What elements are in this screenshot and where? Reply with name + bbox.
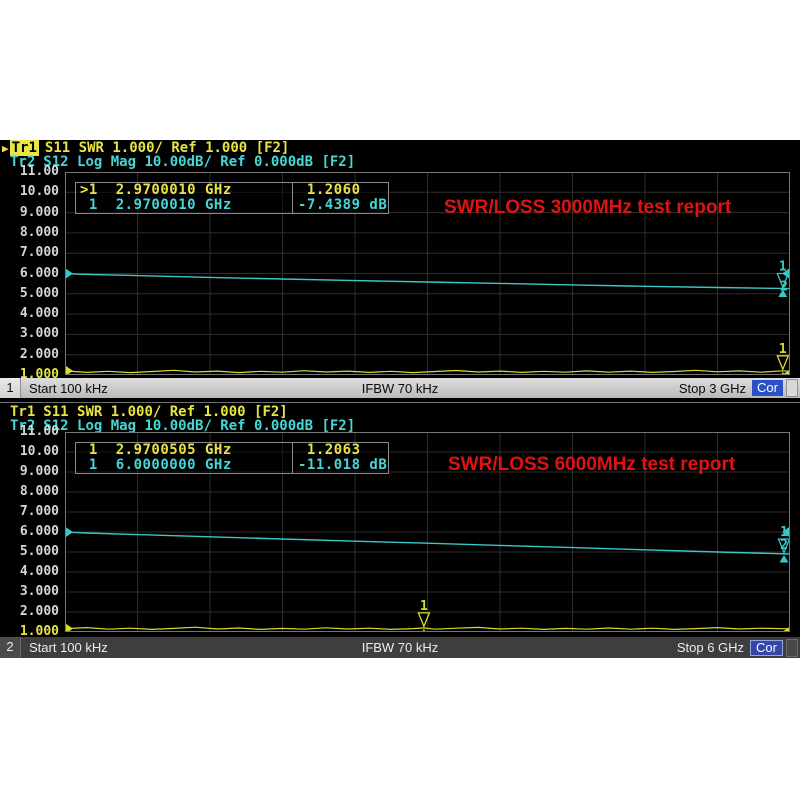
- y-tick-label: 2.000: [19, 346, 59, 362]
- swr-loss-chart-1: 2 1 1: [65, 172, 790, 375]
- marker-value: -11.018 dB: [298, 457, 388, 473]
- y-tick-label: 5.000: [19, 544, 59, 559]
- marker-icon: 1: [777, 525, 790, 563]
- trace-start-triangle-icon: [65, 268, 73, 280]
- tr1-settings-text: S11 SWR 1.000/ Ref 1.000 [F2]: [44, 140, 290, 156]
- marker-row: 1 6.0000000 GHz -11.018 dB: [76, 458, 388, 473]
- marker-icon: 1: [776, 260, 790, 297]
- marker-frequency: 1 6.0000000 GHz: [76, 458, 293, 473]
- svg-text:1: 1: [420, 599, 428, 614]
- y-tick-label: 3.000: [19, 326, 59, 342]
- stop-frequency-label: Stop 3 GHz: [678, 380, 747, 396]
- screen2-marker-readout-table: 1 2.9700505 GHz 1.2063 1 6.0000000 GHz -1…: [75, 442, 389, 474]
- statusbar-end-cell: [786, 638, 798, 657]
- y-tick-label: 7.000: [19, 245, 59, 261]
- y-tick-label: 6.000: [19, 265, 59, 281]
- y-tick-label: 8.000: [19, 224, 59, 240]
- y-tick-label: 3.000: [19, 584, 59, 599]
- tr2-label: Tr2: [10, 154, 36, 170]
- start-frequency-label: Start 100 kHz: [29, 380, 108, 396]
- channel-indicator: 1: [0, 378, 21, 398]
- screen2-status-bar: 2 Start 100 kHz IFBW 70 kHz Stop 6 GHz Co…: [0, 637, 800, 658]
- y-tick-label: 4.000: [19, 306, 59, 322]
- cor-status-badge: Cor: [752, 380, 783, 396]
- svg-text:1: 1: [780, 525, 788, 540]
- tr2-settings-text: S12 Log Mag 10.00dB/ Ref 0.000dB [F2]: [43, 418, 356, 434]
- ifbw-label: IFBW 70 kHz: [361, 380, 439, 396]
- screen2-y-axis: 11.00 10.00 9.000 8.000 7.000 6.000 5.000 4.000…: [0, 424, 62, 639]
- plot-border: [65, 172, 790, 375]
- trace-ref-triangle-icon: [782, 369, 790, 375]
- y-tick-label: 5.000: [19, 285, 59, 301]
- screen-divider: [0, 402, 800, 403]
- marker-icon: 1: [776, 342, 790, 375]
- tr1-label-badge: Tr1: [9, 140, 39, 156]
- trace-start-triangle-icon: [65, 365, 73, 375]
- tr1-label: Tr1: [10, 404, 36, 420]
- y-tick-label: 11.00: [19, 164, 59, 179]
- svg-text:1: 1: [779, 260, 787, 275]
- trace-2: [65, 531, 790, 555]
- trace-start-triangle-icon: [65, 623, 73, 632]
- marker-frequency: >1 2.9700010 GHz: [76, 183, 293, 198]
- report-annotation: SWR/LOSS 3000MHz test report: [444, 197, 732, 218]
- trace-start-triangle-icon: [65, 526, 73, 538]
- y-tick-label: 11.00: [19, 424, 59, 439]
- y-tick-label: 7.000: [19, 504, 59, 519]
- marker-value: 1.2060: [298, 182, 361, 198]
- trace-ref-triangle-icon: [782, 526, 790, 538]
- y-tick-label: 4.000: [19, 564, 59, 579]
- marker-frequency: 1 2.9700010 GHz: [76, 198, 293, 213]
- screen2-trace2-header: Tr2 S12 Log Mag 10.00dB/ Ref 0.000dB [F2]: [0, 419, 796, 433]
- screen1-marker-readout-table: >1 2.9700010 GHz 1.2060 1 2.9700010 GHz -…: [75, 182, 389, 214]
- start-frequency-label: Start 100 kHz: [29, 640, 108, 655]
- y-tick-label: 1.000: [19, 624, 59, 639]
- tr2-settings-text: S12 Log Mag 10.00dB/ Ref 0.000dB [F2]: [43, 154, 356, 170]
- screen2-trace1-header: Tr1 S11 SWR 1.000/ Ref 1.000 [F2]: [0, 405, 796, 419]
- y-tick-label: 8.000: [19, 484, 59, 499]
- y-tick-label: 9.000: [19, 464, 59, 479]
- ifbw-label: IFBW 70 kHz: [361, 640, 439, 655]
- screen1-y-axis: 11.00 10.00 9.000 8.000 7.000 6.000 5.000 4.000…: [0, 164, 62, 382]
- y-tick-label: 9.000: [19, 204, 59, 220]
- stop-frequency-label: Stop 6 GHz: [676, 640, 745, 655]
- y-tick-label: 2.000: [19, 604, 59, 619]
- tr1-settings-text: S11 SWR 1.000/ Ref 1.000 [F2]: [43, 404, 288, 420]
- trace-1: [65, 369, 790, 374]
- trace-2: [65, 272, 790, 290]
- grid: [65, 172, 790, 375]
- y-tick-label: 10.00: [19, 184, 59, 200]
- marker-row: 1 2.9700505 GHz 1.2063: [76, 443, 388, 458]
- marker-frequency: 1 2.9700505 GHz: [76, 443, 293, 458]
- y-tick-label: 6.000: [19, 524, 59, 539]
- report-annotation: SWR/LOSS 6000MHz test report: [448, 454, 736, 475]
- cor-status-badge: Cor: [750, 639, 783, 656]
- marker-value: 1.2063: [298, 442, 361, 458]
- trace-number-label: 2: [780, 280, 788, 295]
- grid: [65, 432, 790, 632]
- statusbar-end-cell: [786, 379, 798, 397]
- vna-screens-frame: ▶ Tr1 S11 SWR 1.000/ Ref 1.000 [F2] Tr2 S12…: [0, 140, 800, 658]
- swr-loss-chart-2: 211: [65, 432, 790, 632]
- channel-indicator: 2: [0, 637, 21, 658]
- trace-ref-triangle-icon: [782, 626, 790, 632]
- marker-value: -7.4389 dB: [298, 197, 388, 213]
- svg-text:1: 1: [779, 342, 787, 357]
- screen1-status-bar: 1 Start 100 kHz IFBW 70 kHz Stop 3 GHz Co…: [0, 378, 800, 398]
- screen1-trace2-header: Tr2 S12 Log Mag 10.00dB/ Ref 0.000dB [F2]: [0, 155, 796, 169]
- tr2-label: Tr2: [10, 418, 36, 434]
- plot-border: [65, 432, 790, 632]
- marker-row: 1 2.9700010 GHz -7.4389 dB: [76, 198, 388, 213]
- active-trace-arrow-icon: ▶: [2, 142, 9, 155]
- y-tick-label: 10.00: [19, 444, 59, 459]
- marker-row: >1 2.9700010 GHz 1.2060: [76, 183, 388, 198]
- trace-number-label: 2: [780, 538, 788, 553]
- screen1-trace1-header: ▶ Tr1 S11 SWR 1.000/ Ref 1.000 [F2]: [0, 140, 796, 156]
